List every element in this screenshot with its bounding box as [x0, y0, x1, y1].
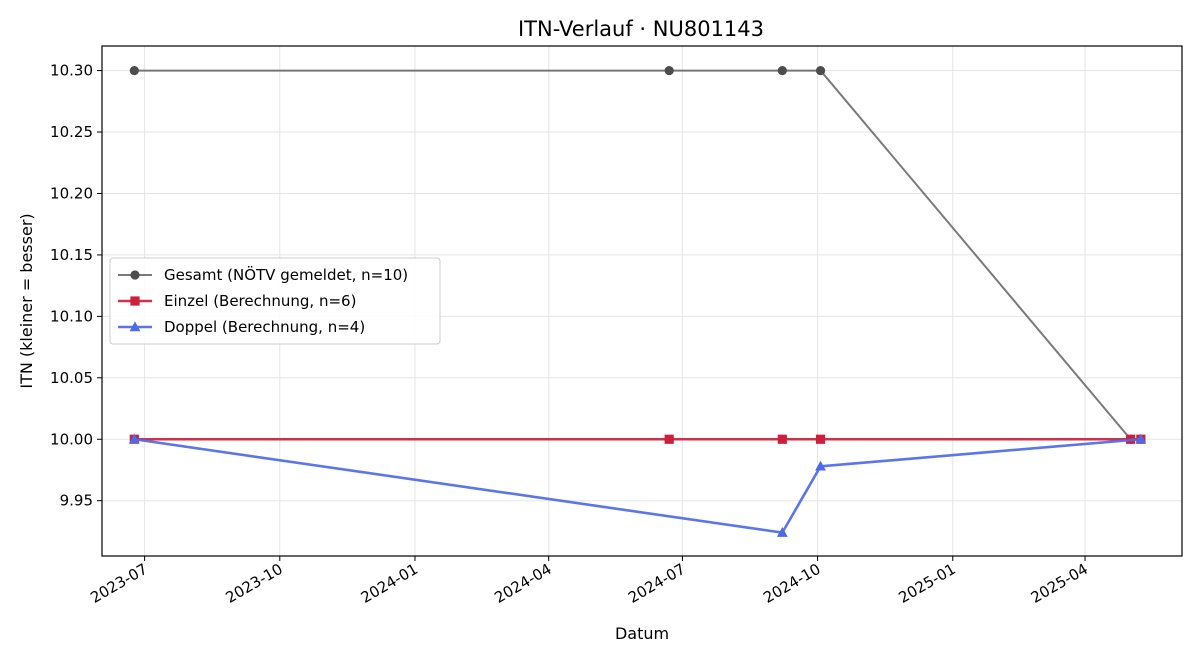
y-tick-label: 10.20 [50, 184, 93, 202]
x-tick-label: 2024-04 [491, 560, 554, 607]
y-tick-label: 10.10 [50, 307, 93, 325]
series-3 [128, 433, 1147, 537]
legend-marker [129, 321, 141, 332]
legend-box [109, 257, 441, 345]
x-tick-label: 2023-10 [223, 560, 286, 607]
legend-marker [130, 270, 140, 280]
y-tick-label: 9.95 [60, 492, 93, 510]
x-tick-label: 2024-10 [760, 560, 823, 607]
x-tick-label: 2024-01 [358, 560, 421, 607]
data-point [815, 65, 826, 76]
y-tick-label: 10.25 [50, 123, 93, 141]
y-axis: 9.95 10.00 10.05 10.10 10.15 10.20 10.25 10.30 [50, 62, 102, 510]
chart-title: ITN-Verlauf · NU801143 [518, 17, 764, 41]
x-tick-label: 2023-07 [87, 560, 150, 607]
data-point [664, 65, 674, 76]
data-point [777, 434, 787, 444]
data-point [776, 527, 788, 537]
series-2 [129, 434, 1146, 444]
data-point [664, 434, 674, 444]
x-tick-label: 2025-01 [895, 560, 958, 607]
legend-marker [130, 296, 140, 306]
data-point [1135, 433, 1147, 444]
x-axis: 2023-07 2023-10 2024-01 2024-04 2024-07 2024-… [87, 556, 1091, 607]
series-line [134, 437, 1141, 534]
legend-label: Doppel (Berechnung, n=4) [164, 318, 365, 336]
data-point [129, 65, 139, 76]
data-point [777, 65, 787, 76]
legend-item-2: Einzel (Berechnung, n=6) [118, 292, 356, 310]
y-tick-label: 10.30 [50, 62, 93, 80]
plot-frame [101, 45, 1183, 557]
legend-label: Einzel (Berechnung, n=6) [164, 292, 356, 310]
x-tick-label: 2024-07 [625, 560, 688, 607]
legend-item-1: Gesamt (NÖTV gemeldet, n=10) [118, 265, 408, 284]
y-tick-label: 10.15 [50, 246, 93, 264]
series-layer [128, 65, 1147, 537]
data-point [128, 433, 140, 444]
x-tick-label: 2025-04 [1028, 560, 1091, 607]
y-tick-label: 10.05 [50, 369, 93, 387]
data-point [815, 434, 826, 444]
y-axis-label: ITN (kleiner = besser) [17, 213, 36, 388]
legend: Gesamt (NÖTV gemeldet, n=10) Einzel (Bere… [109, 257, 441, 345]
legend-label: Gesamt (NÖTV gemeldet, n=10) [164, 265, 408, 284]
y-tick-label: 10.00 [50, 430, 93, 448]
legend-item-3: Doppel (Berechnung, n=4) [118, 318, 365, 336]
x-axis-label: Datum [615, 624, 669, 643]
data-point [815, 460, 826, 471]
